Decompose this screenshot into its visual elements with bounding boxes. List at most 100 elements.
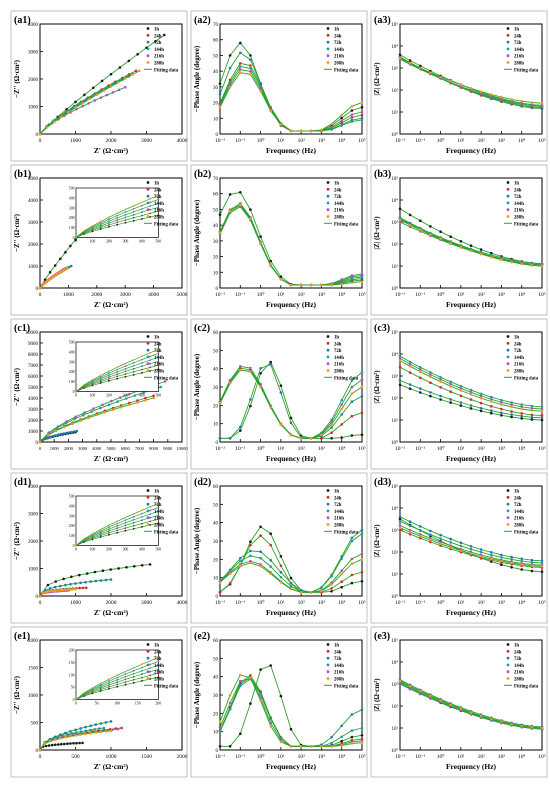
inset-data-point [116, 683, 119, 686]
data-point [360, 528, 364, 532]
data-point [218, 726, 222, 729]
y-tick-label: 6000 [28, 375, 39, 380]
x-tick-label: 10³ [498, 138, 506, 144]
legend-label: 144h [514, 202, 524, 207]
panel-b2: (b2) 10⁻² 10⁻¹ 10⁰ 10¹ 10² 10³ 10⁴ 10⁵ 0 10 20 30 40 5… [190, 164, 368, 316]
y-tick-label: 10⁴ [391, 198, 398, 204]
legend-label: 72h [334, 657, 342, 662]
data-point [101, 403, 104, 407]
inset-data-point [124, 216, 127, 219]
data-point [408, 383, 412, 386]
data-point [218, 720, 222, 723]
data-point [398, 359, 402, 362]
inset-data-point [124, 683, 127, 686]
legend-marker [506, 677, 510, 680]
legend-marker [506, 335, 510, 338]
data-point [469, 249, 473, 253]
inset-data-point [149, 524, 152, 526]
data-point [540, 405, 544, 409]
inset-data-point [124, 370, 127, 373]
inset-data-point [124, 678, 127, 681]
data-point [249, 217, 252, 220]
x-axis-label: Frequency (Hz) [266, 608, 317, 617]
legend-label: 1h [334, 336, 339, 341]
data-point [84, 586, 88, 590]
data-point [490, 255, 493, 259]
inset-data-point [141, 365, 143, 368]
legend-label: 24h [334, 188, 342, 193]
inset-data-point [99, 528, 102, 531]
data-point [530, 407, 534, 410]
x-tick-label: 10³ [318, 600, 326, 606]
data-point [128, 401, 131, 405]
inset-data-point [157, 364, 160, 367]
legend-marker [326, 489, 330, 492]
panel-border [190, 164, 368, 316]
data-point [449, 390, 453, 394]
legend-marker [506, 523, 510, 526]
legend-label: 216h [334, 517, 344, 522]
data-point [500, 414, 503, 417]
data-point [239, 564, 242, 568]
data-point [429, 71, 432, 74]
data-point [340, 724, 344, 728]
data-point [94, 579, 98, 583]
inset-y-tick-label: 0 [73, 544, 75, 548]
data-point [449, 546, 453, 549]
legend-label: 144h [154, 48, 164, 53]
inset-y-tick-label: 500 [69, 495, 75, 499]
data-point [330, 735, 333, 739]
data-point [408, 371, 412, 374]
data-point [81, 104, 84, 108]
x-tick-label: 10⁵ [358, 138, 366, 144]
data-point [510, 555, 513, 559]
legend-label: 144h [154, 510, 164, 515]
legend-marker [146, 341, 150, 345]
inset-data-point [132, 681, 135, 684]
inset-data-point [83, 537, 86, 540]
data-point [279, 423, 283, 426]
data-point [119, 405, 123, 409]
inset-data-point [149, 197, 152, 200]
data-point [398, 53, 402, 57]
data-point [429, 225, 432, 228]
data-point [479, 396, 483, 400]
y-tick-label: 20 [213, 404, 219, 409]
data-point [66, 742, 69, 745]
x-tick-label: 10⁰ [437, 291, 446, 298]
plot-area [399, 23, 543, 135]
data-point [429, 540, 432, 544]
inset-data-point [157, 368, 160, 371]
panel-label: (d3) [374, 477, 391, 488]
data-point [500, 411, 503, 415]
inset-data-point [116, 522, 119, 525]
x-tick-label: 0 [39, 600, 42, 606]
data-point [469, 398, 473, 401]
inset-data-point [141, 663, 143, 666]
data-point [520, 405, 523, 409]
inset-data-point [116, 217, 119, 219]
inset-data-point [99, 531, 102, 534]
y-tick-label: 0 [216, 287, 219, 292]
inset-data-point [99, 682, 102, 685]
data-point [228, 572, 232, 575]
legend-marker [506, 187, 510, 191]
inset-data-point [132, 219, 135, 222]
legend-marker [506, 201, 510, 205]
legend-label: 1h [514, 182, 519, 187]
x-tick-label: 10⁻¹ [235, 292, 245, 298]
data-point [99, 406, 102, 410]
legend-marker [506, 355, 510, 359]
y-axis-label: −Z'' (Ω·cm²) [13, 367, 21, 406]
panel-d1: (d1)0 1000 2000 3000 400001000200030004000Z'… [10, 472, 188, 624]
data-point [459, 404, 463, 407]
data-point [520, 724, 523, 728]
data-point [408, 528, 412, 532]
panel-border [10, 472, 188, 624]
data-point [490, 411, 493, 415]
inset-data-point [141, 211, 143, 214]
data-point [249, 54, 252, 57]
inset-data-point [124, 675, 127, 678]
data-point [279, 581, 283, 584]
